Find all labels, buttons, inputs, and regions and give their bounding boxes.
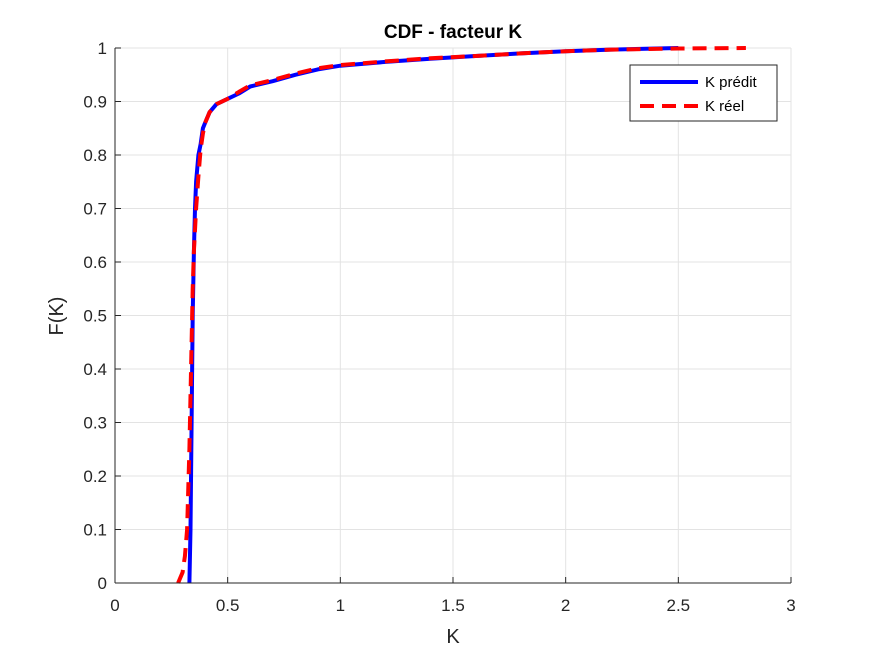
y-tick-label: 0.6 [83,253,107,272]
x-tick-label: 2 [561,596,570,615]
series-line-k-reel [176,46,746,584]
x-tick-label: 3 [786,596,795,615]
x-tick-label: 1 [336,596,345,615]
x-tick-label: 0 [110,596,119,615]
x-tick-label: 2.5 [667,596,691,615]
x-tick-label: 0.5 [216,596,240,615]
y-tick-label: 1 [98,39,107,58]
y-tick-label: 0.5 [83,307,107,326]
ticks: 0 0.5 1 1.5 2 2.5 3 0 0.1 0.2 0.3 0.4 0.5 0.6 0.7 0.8 0.… [83,39,795,615]
y-axis-label: F(K) [46,297,68,336]
legend-label-k-predit: K prédit [705,74,758,91]
x-tick-label: 1.5 [441,596,465,615]
y-tick-label: 0 [98,574,107,593]
y-tick-label: 0.7 [83,200,107,219]
y-tick-label: 0.2 [83,467,107,486]
x-axis-label: K [446,626,460,648]
legend-box [629,64,778,122]
legend: K prédit K réel [629,64,778,122]
y-tick-label: 0.1 [83,521,107,540]
series-layer [176,46,746,584]
y-tick-label: 0.4 [83,360,107,379]
grid [114,47,792,584]
y-tick-label: 0.8 [83,146,107,165]
legend-label-k-reel: K réel [705,98,744,115]
y-tick-label: 0.3 [83,414,107,433]
y-tick-label: 0.9 [83,93,107,112]
chart-title: CDF - facteur K [384,22,523,43]
